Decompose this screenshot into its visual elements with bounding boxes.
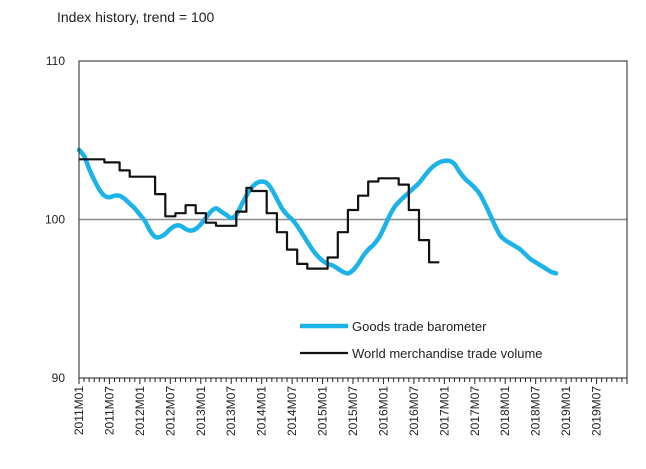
x-tick-label: 2014M07 — [285, 386, 299, 436]
legend: Goods trade barometer World merchandise t… — [300, 319, 543, 361]
x-axis-labels: 2011M01 2011M07 2012M01 2012M07 2013M01 2013M… — [72, 386, 604, 436]
legend-label: Goods trade barometer — [352, 319, 487, 334]
x-tick-label: 2011M01 — [72, 386, 86, 435]
x-tick-label: 2013M07 — [224, 386, 238, 436]
x-tick-label: 2018M01 — [498, 386, 512, 436]
y-tick-label: 90 — [52, 371, 66, 385]
x-tick-label: 2012M01 — [133, 386, 147, 436]
x-tick-label: 2016M01 — [376, 386, 390, 436]
y-axis-labels: 90 100 110 — [45, 54, 65, 385]
series-line-goods-trade-barometer — [76, 147, 559, 276]
legend-label: World merchandise trade volume — [352, 346, 543, 361]
series-layer — [76, 147, 559, 276]
x-tick-label: 2017M01 — [437, 386, 451, 436]
x-tick-label: 2014M01 — [255, 386, 269, 436]
x-tick-label: 2016M07 — [407, 386, 421, 436]
y-tick-label: 110 — [46, 54, 65, 68]
chart-title: Index history, trend = 100 — [57, 9, 215, 25]
x-tick-label: 2011M07 — [102, 386, 116, 435]
y-tick-label: 100 — [45, 213, 65, 227]
x-tick-label: 2019M07 — [590, 386, 604, 436]
series-line-world-merchandise-trade-volume — [79, 158, 440, 270]
x-tick-label: 2013M01 — [194, 386, 208, 436]
x-tick-label: 2017M07 — [468, 386, 482, 436]
x-tick-label: 2012M07 — [163, 386, 177, 436]
x-axis-ticks — [78, 378, 628, 384]
x-tick-label: 2019M01 — [559, 386, 573, 436]
x-tick-label: 2018M07 — [529, 386, 543, 436]
x-tick-label: 2015M01 — [316, 386, 330, 436]
x-tick-label: 2015M07 — [346, 386, 360, 436]
